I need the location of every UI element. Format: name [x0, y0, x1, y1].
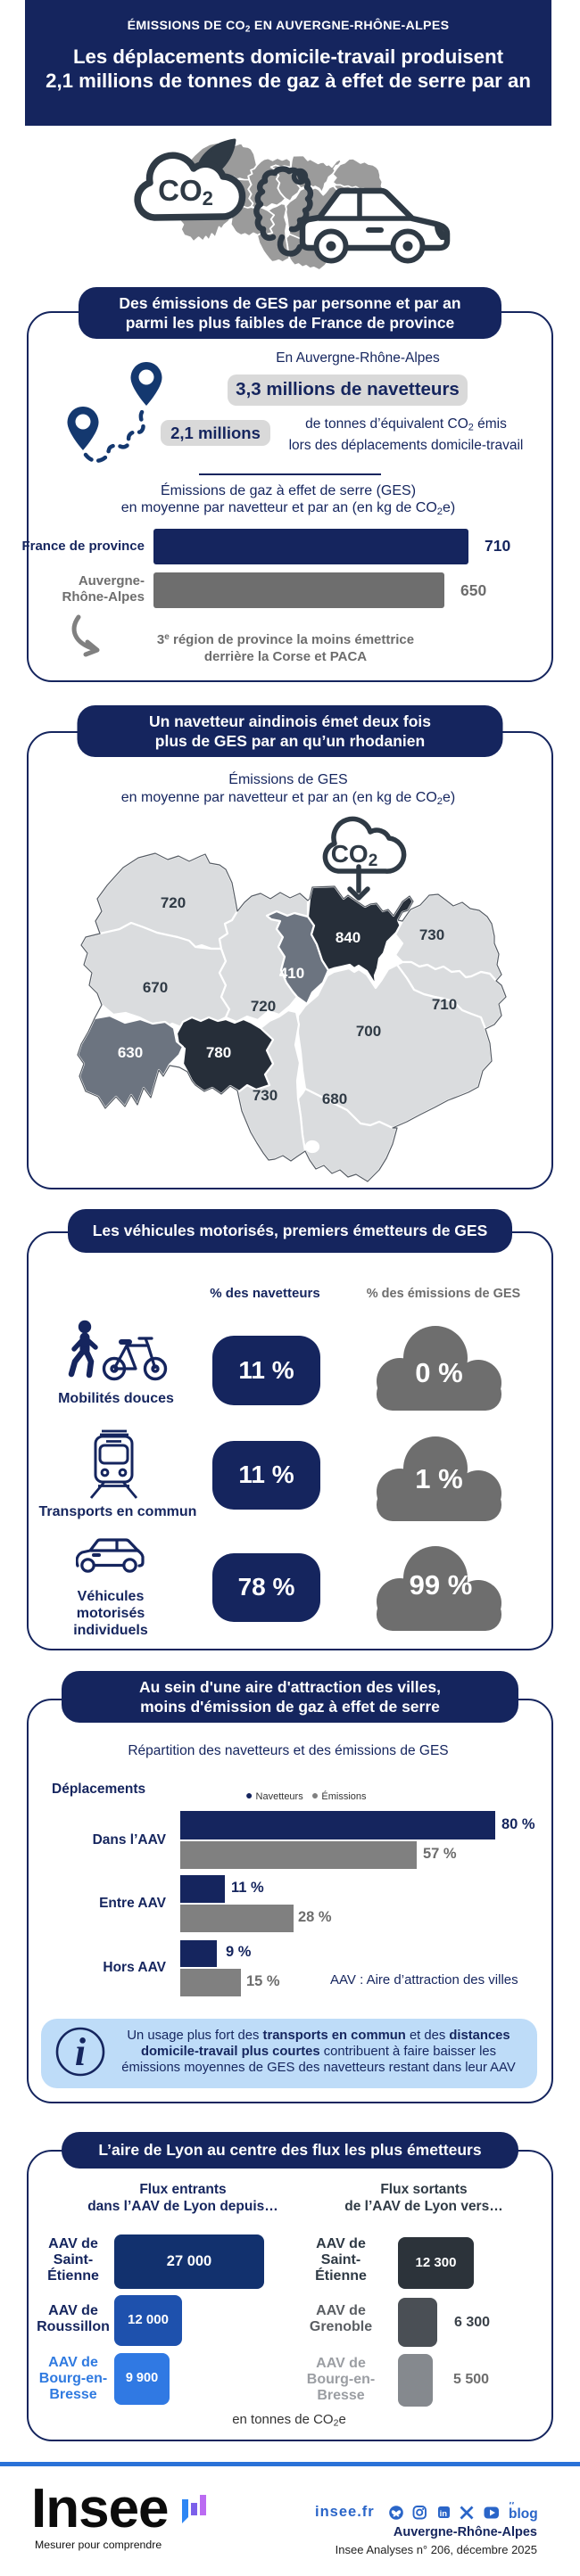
svg-text:blog: blog: [509, 2506, 538, 2522]
svg-text:700: 700: [356, 1023, 381, 1040]
svg-text:i: i: [75, 2030, 87, 2074]
svg-text:670: 670: [143, 979, 168, 996]
svg-text:0 %: 0 %: [415, 1357, 462, 1388]
svg-text:780: 780: [206, 1044, 231, 1061]
svg-text:840: 840: [336, 929, 360, 946]
svg-text:630: 630: [118, 1044, 143, 1061]
svg-text:710: 710: [432, 996, 457, 1013]
svg-text:99 %: 99 %: [410, 1569, 473, 1601]
svg-text:1 %: 1 %: [415, 1463, 462, 1494]
svg-text:680: 680: [322, 1090, 347, 1107]
svg-text:730: 730: [419, 926, 444, 943]
svg-text:730: 730: [253, 1087, 278, 1104]
svg-text:720: 720: [251, 998, 276, 1015]
svg-text:410: 410: [279, 965, 304, 982]
svg-text:720: 720: [161, 894, 186, 911]
svg-text:in: in: [440, 2509, 448, 2519]
